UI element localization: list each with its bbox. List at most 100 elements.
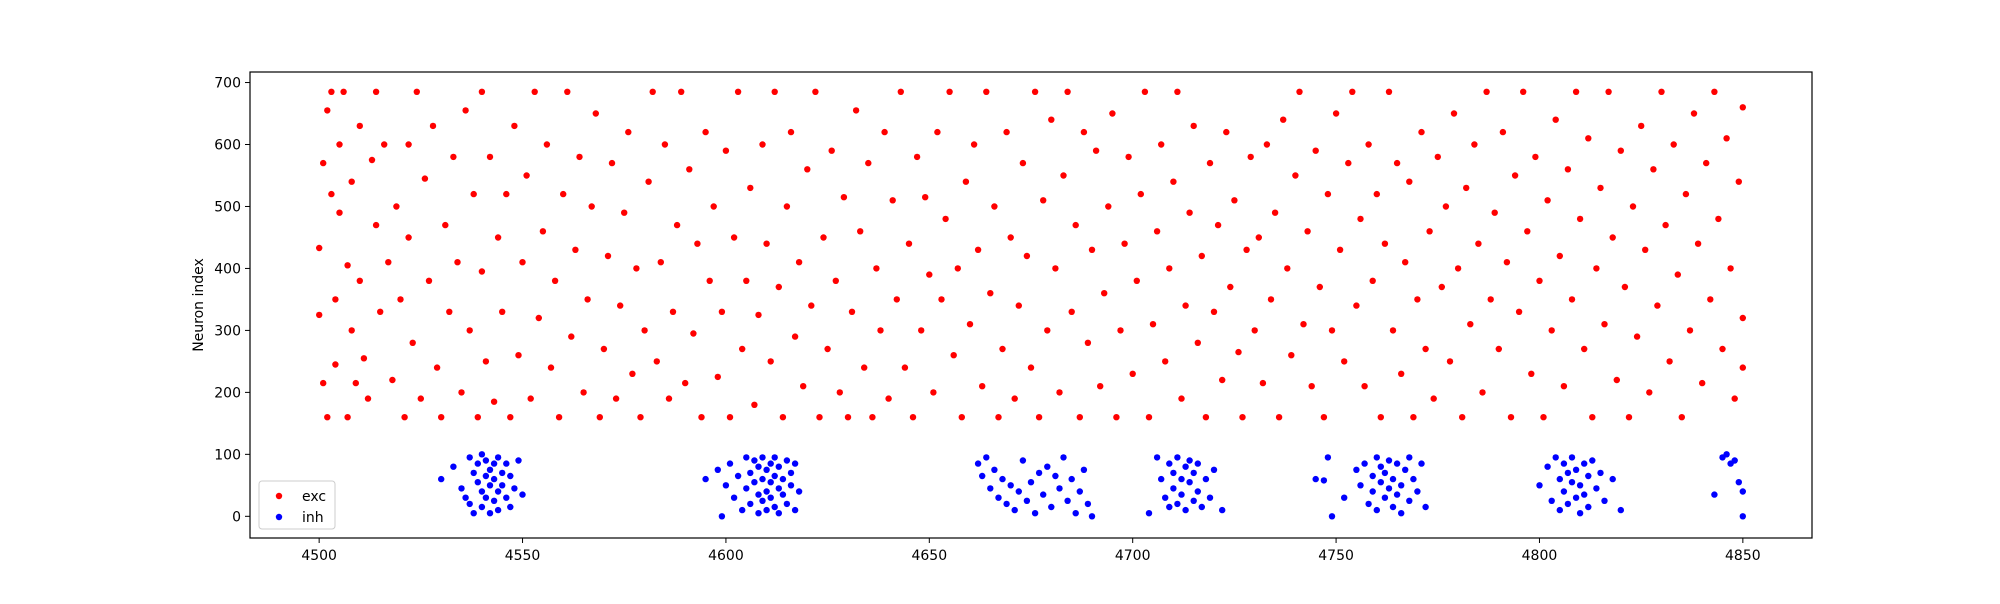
point-inh-44 (747, 469, 754, 477)
point-exc-72 (560, 190, 567, 198)
point-inh-38 (726, 460, 734, 467)
point-exc-17 (352, 379, 359, 387)
point-inh-59 (767, 494, 774, 501)
point-inh-114 (1178, 475, 1185, 483)
point-exc-269 (1361, 383, 1368, 390)
point-inh-172 (1568, 454, 1576, 461)
point-inh-1 (450, 463, 457, 470)
y-axis-label: Neuron index (191, 258, 207, 352)
point-inh-141 (1373, 506, 1381, 514)
point-inh-96 (1060, 454, 1067, 461)
point-exc-8 (332, 296, 339, 303)
point-inh-26 (499, 482, 506, 489)
point-exc-240 (1243, 246, 1250, 253)
point-inh-139 (1369, 488, 1376, 495)
legend-marker-exc (275, 492, 283, 500)
point-inh-137 (1365, 500, 1372, 508)
point-inh-136 (1361, 460, 1368, 467)
point-inh-47 (751, 457, 758, 464)
point-exc-287 (1434, 153, 1442, 161)
point-exc-75 (572, 246, 579, 253)
point-exc-277 (1393, 159, 1401, 167)
point-exc-279 (1402, 259, 1409, 266)
point-inh-102 (1084, 500, 1092, 508)
point-exc-106 (698, 414, 705, 421)
point-exc-318 (1560, 383, 1568, 390)
point-exc-352 (1699, 379, 1706, 387)
point-exc-331 (1613, 376, 1621, 384)
point-exc-47 (462, 107, 469, 114)
point-exc-155 (897, 88, 904, 96)
point-inh-124 (1198, 503, 1206, 511)
point-exc-188 (1031, 88, 1039, 96)
point-inh-36 (718, 513, 726, 520)
point-exc-189 (1035, 414, 1043, 421)
point-exc-124 (771, 88, 778, 96)
point-exc-246 (1267, 296, 1275, 303)
point-exc-123 (767, 358, 774, 365)
point-exc-245 (1263, 141, 1271, 148)
point-inh-132 (1328, 513, 1336, 520)
point-inh-48 (755, 491, 762, 498)
point-inh-167 (1560, 488, 1568, 495)
point-inh-100 (1076, 488, 1084, 495)
point-inh-54 (763, 488, 770, 495)
point-exc-362 (1739, 314, 1747, 322)
point-exc-118 (747, 184, 754, 192)
point-exc-148 (869, 414, 876, 421)
point-exc-348 (1682, 190, 1690, 198)
point-exc-254 (1300, 321, 1307, 328)
point-inh-17 (486, 510, 494, 517)
point-exc-19 (356, 122, 363, 130)
point-exc-133 (808, 302, 815, 309)
point-exc-56 (494, 234, 502, 241)
point-inh-3 (462, 494, 469, 501)
point-exc-104 (690, 330, 697, 337)
point-exc-101 (678, 88, 685, 96)
point-exc-310 (1528, 370, 1535, 377)
point-inh-35 (714, 466, 721, 473)
x-tick-label-3: 4650 (911, 548, 947, 564)
point-exc-111 (718, 308, 726, 315)
point-exc-156 (901, 364, 909, 371)
point-inh-112 (1174, 454, 1181, 461)
point-inh-127 (1210, 466, 1218, 473)
point-inh-118 (1186, 479, 1193, 486)
point-exc-363 (1739, 104, 1747, 111)
point-exc-132 (804, 166, 811, 173)
point-inh-95 (1056, 485, 1063, 492)
axes-frame (249, 71, 1813, 539)
point-exc-140 (836, 389, 843, 396)
point-exc-135 (816, 414, 823, 421)
point-exc-329 (1605, 88, 1612, 96)
point-exc-322 (1576, 215, 1584, 223)
point-exc-284 (1422, 345, 1429, 353)
point-exc-114 (730, 234, 738, 241)
point-exc-117 (743, 277, 750, 284)
point-exc-307 (1515, 308, 1523, 315)
point-inh-185 (1609, 475, 1616, 483)
point-exc-203 (1092, 147, 1100, 154)
point-exc-43 (446, 308, 453, 315)
point-inh-108 (1166, 460, 1173, 467)
x-tick-label-4: 4700 (1115, 548, 1151, 564)
point-exc-137 (824, 345, 831, 353)
point-exc-197 (1068, 308, 1075, 315)
point-exc-45 (454, 259, 461, 266)
point-exc-58 (503, 190, 510, 198)
point-exc-12 (340, 88, 347, 96)
point-exc-328 (1601, 321, 1608, 328)
point-exc-200 (1080, 128, 1088, 136)
x-axis-ticks: 4500 4550 4600 4650 4700 4750 4800 4850 (301, 538, 1761, 564)
point-exc-28 (389, 376, 396, 384)
point-exc-112 (722, 147, 730, 154)
point-exc-1 (316, 311, 323, 319)
point-exc-344 (1666, 358, 1673, 365)
point-exc-70 (551, 277, 559, 284)
point-exc-177 (987, 290, 994, 297)
point-exc-110 (714, 373, 721, 381)
point-exc-174 (974, 246, 982, 253)
point-exc-261 (1328, 327, 1336, 334)
point-exc-96 (657, 259, 664, 266)
